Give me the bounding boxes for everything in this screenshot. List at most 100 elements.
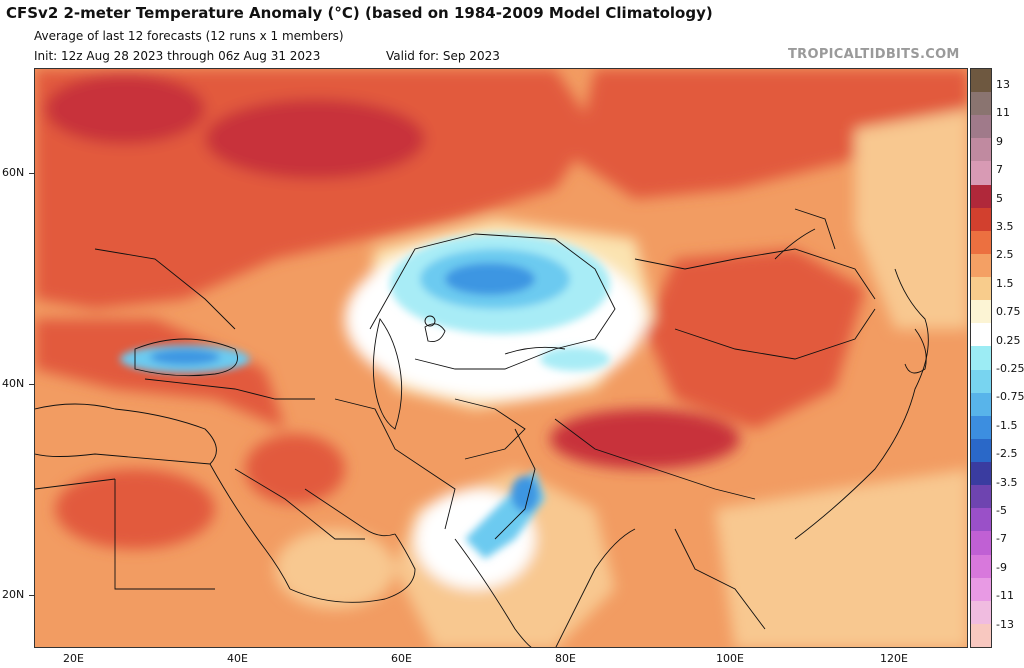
coastline-mediterranean — [35, 403, 217, 465]
colorbar — [970, 68, 992, 648]
cool-core-indus — [511, 476, 539, 512]
border-russia-mongolia — [634, 248, 876, 300]
warm-region-egypt — [55, 469, 215, 549]
map-panel — [34, 68, 968, 648]
colorbar-label: -2.5 — [996, 447, 1018, 461]
colorbar-label: -11 — [996, 589, 1014, 603]
lon-label-100e: 100E — [716, 652, 744, 665]
colorbar-swatch — [971, 623, 991, 648]
lon-label-40e: 40E — [227, 652, 248, 665]
pale-region-southeast-asia — [715, 469, 967, 647]
colorbar-swatch — [971, 392, 991, 417]
coastline-korea — [904, 328, 927, 374]
warm-region-siberia — [575, 69, 967, 199]
warm-region-mongolia — [645, 249, 865, 429]
colorbar-label: -1.5 — [996, 418, 1018, 432]
lat-tick-40n — [29, 384, 34, 385]
colorbar-swatch — [971, 207, 991, 232]
colorbar-swatch — [971, 485, 991, 509]
colorbar-swatch — [971, 323, 991, 347]
coastline-persian-gulf — [304, 488, 396, 537]
colorbar-label: 11 — [996, 106, 1010, 120]
colorbar-label: 2.5 — [996, 248, 1014, 262]
border-iran — [334, 398, 456, 530]
warm-core-baltic — [45, 74, 205, 144]
colorbar-label: -13 — [996, 617, 1014, 631]
colorbar-label: -3.5 — [996, 475, 1018, 489]
colorbar-swatch — [971, 69, 991, 93]
lake-circle — [424, 315, 436, 327]
colorbar-swatch — [971, 531, 991, 555]
colorbar-swatch — [971, 554, 991, 579]
colorbar-label: -0.25 — [996, 362, 1024, 375]
lat-tick-60n — [29, 173, 34, 174]
colorbar-label: -5 — [996, 504, 1007, 517]
colorbar-label: -0.75 — [996, 390, 1024, 404]
lat-label-40n: 40N — [2, 377, 25, 390]
warm-region-mesopotamia — [245, 434, 345, 504]
brand-watermark: TROPICALTIDBITS.COM — [788, 47, 960, 62]
border-tibet — [554, 418, 756, 500]
border-egypt — [114, 479, 215, 590]
coastline-aral — [424, 323, 446, 342]
lon-label-60e: 60E — [391, 652, 412, 665]
colorbar-label: 13 — [996, 78, 1010, 91]
colorbar-swatch — [971, 600, 991, 625]
lat-label-20n: 20N — [2, 588, 25, 601]
coastline-india — [454, 528, 636, 647]
coastline-caspian — [372, 317, 403, 430]
colorbar-label: 5 — [996, 191, 1003, 205]
border-saudi — [234, 468, 365, 540]
coastline-black-sea — [134, 338, 238, 377]
cool-region-balkhash — [540, 347, 610, 371]
colorbar-swatch — [971, 508, 991, 532]
anomaly-map — [35, 69, 967, 647]
map-title: CFSv2 2-meter Temperature Anomaly (°C) (… — [6, 4, 713, 22]
coastline-china — [794, 268, 929, 540]
border-kamchatka — [794, 208, 836, 250]
border-mongolia-china — [674, 308, 876, 360]
colorbar-swatch — [971, 415, 991, 440]
lake-balkhash — [504, 346, 566, 355]
coastline-red-sea — [209, 463, 291, 590]
border-turkey — [144, 378, 315, 400]
colorbar-swatch — [971, 184, 991, 209]
lon-label-80e: 80E — [555, 652, 576, 665]
border-afghanistan — [454, 398, 526, 460]
colorbar-swatch — [971, 346, 991, 371]
colorbar-swatch — [971, 230, 991, 255]
pale-region-far-east — [855, 109, 967, 329]
valid-time: Valid for: Sep 2023 — [386, 49, 500, 63]
anomaly-detail — [120, 234, 610, 559]
colorbar-swatch — [971, 577, 991, 602]
coastline-baikal — [774, 228, 816, 260]
colorbar-label: 0.75 — [996, 305, 1021, 319]
colorbar-label: -7 — [996, 532, 1007, 546]
border-india-pakistan — [494, 428, 536, 540]
lon-label-20e: 20E — [63, 652, 84, 665]
border-southeast — [674, 528, 766, 630]
country-borders — [35, 208, 929, 647]
coastline-arabia — [289, 533, 416, 603]
lon-label-120e: 120E — [880, 652, 908, 665]
colorbar-swatch — [971, 253, 991, 278]
border-ukraine — [94, 248, 236, 330]
colorbar-swatch — [971, 138, 991, 162]
colorbar-swatch — [971, 161, 991, 186]
colorbar-swatch — [971, 369, 991, 394]
colorbar-swatch — [971, 462, 991, 486]
colorbar-label: 0.25 — [996, 333, 1021, 347]
colorbar-label: 3.5 — [996, 220, 1014, 233]
colorbar-swatch — [971, 300, 991, 324]
colorbar-swatch — [971, 277, 991, 301]
map-subtitle: Average of last 12 forecasts (12 runs x … — [34, 29, 344, 43]
colorbar-label: 7 — [996, 163, 1003, 177]
colorbar-swatch — [971, 92, 991, 116]
warm-core-tibet — [550, 409, 740, 469]
colorbar-swatch — [971, 438, 991, 463]
lat-label-60n: 60N — [2, 166, 25, 179]
lat-tick-20n — [29, 595, 34, 596]
warm-core-russia — [205, 99, 425, 179]
border-kazakhstan — [369, 233, 616, 370]
cool-core-black-sea — [150, 349, 220, 365]
